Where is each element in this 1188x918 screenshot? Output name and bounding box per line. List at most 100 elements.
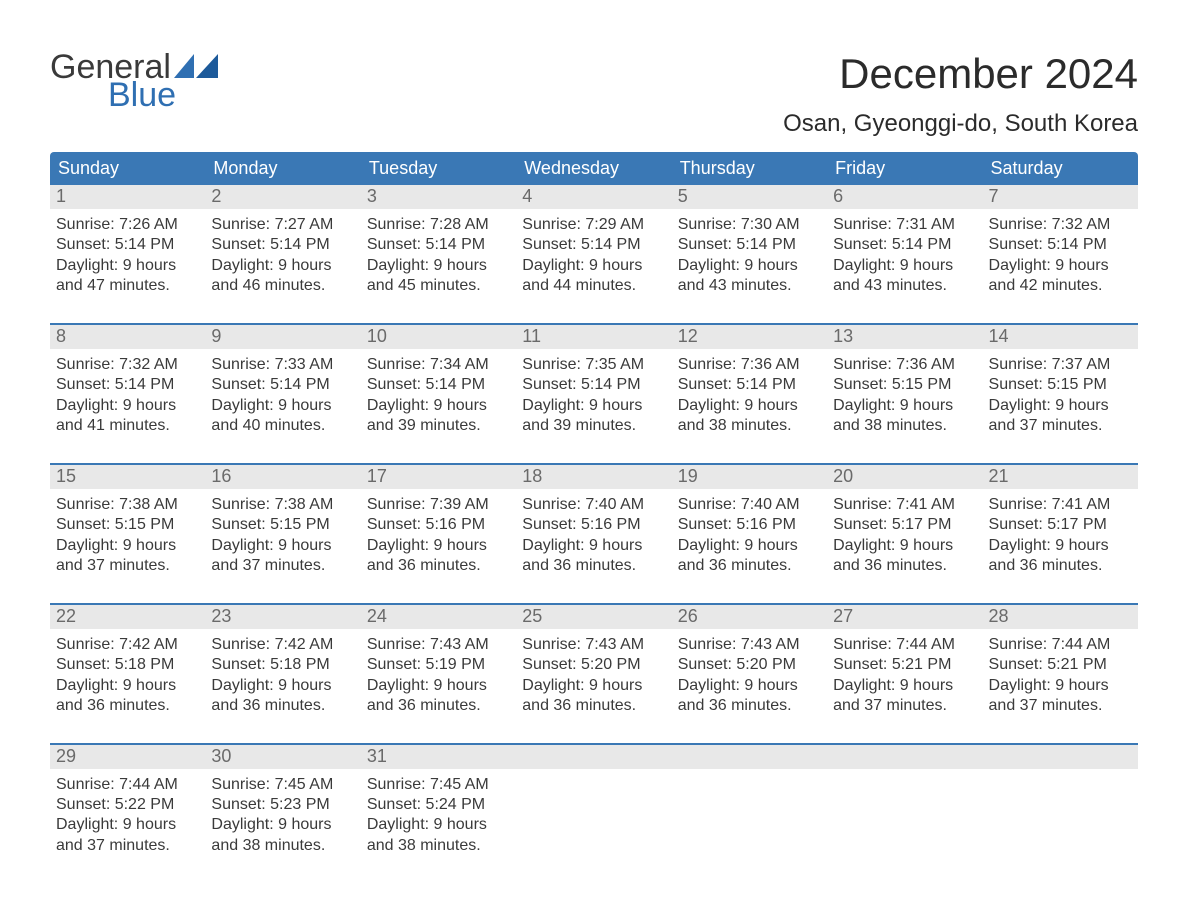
sunset-text: Sunset: 5:24 PM	[367, 795, 510, 815]
sunset-text: Sunset: 5:16 PM	[367, 515, 510, 535]
calendar-day: 19Sunrise: 7:40 AMSunset: 5:16 PMDayligh…	[672, 465, 827, 581]
calendar-day: 6Sunrise: 7:31 AMSunset: 5:14 PMDaylight…	[827, 185, 982, 301]
daylight-line2: and 43 minutes.	[833, 276, 976, 296]
sunrise-text: Sunrise: 7:27 AM	[211, 215, 354, 235]
day-number: 13	[833, 326, 853, 346]
calendar-day	[827, 745, 982, 861]
daylight-line1: Daylight: 9 hours	[211, 815, 354, 835]
daynum-row	[827, 745, 982, 769]
daylight-line1: Daylight: 9 hours	[989, 256, 1132, 276]
day-number: 28	[989, 606, 1009, 626]
day-number: 18	[522, 466, 542, 486]
calendar-day	[983, 745, 1138, 861]
calendar-day: 27Sunrise: 7:44 AMSunset: 5:21 PMDayligh…	[827, 605, 982, 721]
day-number: 23	[211, 606, 231, 626]
sunset-text: Sunset: 5:17 PM	[833, 515, 976, 535]
sunset-text: Sunset: 5:14 PM	[833, 235, 976, 255]
sunrise-text: Sunrise: 7:32 AM	[989, 215, 1132, 235]
title-block: December 2024 Osan, Gyeonggi-do, South K…	[783, 50, 1138, 138]
calendar-day: 24Sunrise: 7:43 AMSunset: 5:19 PMDayligh…	[361, 605, 516, 721]
sunrise-text: Sunrise: 7:41 AM	[833, 495, 976, 515]
daylight-line1: Daylight: 9 hours	[522, 536, 665, 556]
page-subtitle: Osan, Gyeonggi-do, South Korea	[783, 110, 1138, 138]
calendar-day: 20Sunrise: 7:41 AMSunset: 5:17 PMDayligh…	[827, 465, 982, 581]
calendar-day: 8Sunrise: 7:32 AMSunset: 5:14 PMDaylight…	[50, 325, 205, 441]
daylight-line1: Daylight: 9 hours	[211, 256, 354, 276]
daynum-row: 9	[205, 325, 360, 349]
daynum-row: 12	[672, 325, 827, 349]
sunrise-text: Sunrise: 7:40 AM	[522, 495, 665, 515]
sunset-text: Sunset: 5:14 PM	[522, 235, 665, 255]
day-body: Sunrise: 7:40 AMSunset: 5:16 PMDaylight:…	[672, 489, 827, 577]
sunrise-text: Sunrise: 7:42 AM	[56, 635, 199, 655]
calendar-day: 30Sunrise: 7:45 AMSunset: 5:23 PMDayligh…	[205, 745, 360, 861]
sunrise-text: Sunrise: 7:44 AM	[56, 775, 199, 795]
daynum-row: 30	[205, 745, 360, 769]
sunset-text: Sunset: 5:18 PM	[56, 655, 199, 675]
sunset-text: Sunset: 5:15 PM	[989, 375, 1132, 395]
calendar-day: 12Sunrise: 7:36 AMSunset: 5:14 PMDayligh…	[672, 325, 827, 441]
calendar-week: 1Sunrise: 7:26 AMSunset: 5:14 PMDaylight…	[50, 185, 1138, 301]
daylight-line1: Daylight: 9 hours	[56, 536, 199, 556]
day-number: 9	[211, 326, 221, 346]
calendar-day: 15Sunrise: 7:38 AMSunset: 5:15 PMDayligh…	[50, 465, 205, 581]
calendar-day: 26Sunrise: 7:43 AMSunset: 5:20 PMDayligh…	[672, 605, 827, 721]
sunset-text: Sunset: 5:14 PM	[211, 375, 354, 395]
daylight-line2: and 46 minutes.	[211, 276, 354, 296]
calendar-week: 22Sunrise: 7:42 AMSunset: 5:18 PMDayligh…	[50, 603, 1138, 721]
day-body: Sunrise: 7:36 AMSunset: 5:15 PMDaylight:…	[827, 349, 982, 437]
sunset-text: Sunset: 5:18 PM	[211, 655, 354, 675]
daynum-row: 7	[983, 185, 1138, 209]
daylight-line2: and 39 minutes.	[367, 416, 510, 436]
day-number: 30	[211, 746, 231, 766]
daylight-line1: Daylight: 9 hours	[367, 256, 510, 276]
calendar-day: 22Sunrise: 7:42 AMSunset: 5:18 PMDayligh…	[50, 605, 205, 721]
sunrise-text: Sunrise: 7:43 AM	[367, 635, 510, 655]
calendar-day: 21Sunrise: 7:41 AMSunset: 5:17 PMDayligh…	[983, 465, 1138, 581]
daylight-line1: Daylight: 9 hours	[56, 815, 199, 835]
daynum-row: 28	[983, 605, 1138, 629]
daylight-line2: and 37 minutes.	[989, 416, 1132, 436]
day-body: Sunrise: 7:44 AMSunset: 5:22 PMDaylight:…	[50, 769, 205, 857]
daylight-line2: and 38 minutes.	[211, 836, 354, 856]
daylight-line1: Daylight: 9 hours	[211, 536, 354, 556]
day-number: 14	[989, 326, 1009, 346]
sunset-text: Sunset: 5:14 PM	[367, 235, 510, 255]
day-number: 8	[56, 326, 66, 346]
day-number: 7	[989, 186, 999, 206]
sunset-text: Sunset: 5:15 PM	[833, 375, 976, 395]
day-number: 24	[367, 606, 387, 626]
sunrise-text: Sunrise: 7:34 AM	[367, 355, 510, 375]
sunset-text: Sunset: 5:14 PM	[678, 375, 821, 395]
calendar-day: 1Sunrise: 7:26 AMSunset: 5:14 PMDaylight…	[50, 185, 205, 301]
daynum-row: 21	[983, 465, 1138, 489]
sunrise-text: Sunrise: 7:32 AM	[56, 355, 199, 375]
daylight-line2: and 38 minutes.	[678, 416, 821, 436]
sunset-text: Sunset: 5:14 PM	[367, 375, 510, 395]
sunrise-text: Sunrise: 7:42 AM	[211, 635, 354, 655]
daylight-line1: Daylight: 9 hours	[833, 256, 976, 276]
day-body: Sunrise: 7:40 AMSunset: 5:16 PMDaylight:…	[516, 489, 671, 577]
calendar-day: 16Sunrise: 7:38 AMSunset: 5:15 PMDayligh…	[205, 465, 360, 581]
sunrise-text: Sunrise: 7:38 AM	[56, 495, 199, 515]
daynum-row: 27	[827, 605, 982, 629]
dow-header: Thursday	[672, 152, 827, 185]
calendar-day: 17Sunrise: 7:39 AMSunset: 5:16 PMDayligh…	[361, 465, 516, 581]
sunrise-text: Sunrise: 7:36 AM	[833, 355, 976, 375]
daynum-row: 29	[50, 745, 205, 769]
day-number: 20	[833, 466, 853, 486]
daynum-row: 6	[827, 185, 982, 209]
daylight-line1: Daylight: 9 hours	[678, 676, 821, 696]
sunrise-text: Sunrise: 7:41 AM	[989, 495, 1132, 515]
sunrise-text: Sunrise: 7:45 AM	[211, 775, 354, 795]
dow-header: Wednesday	[516, 152, 671, 185]
daynum-row: 15	[50, 465, 205, 489]
daynum-row: 22	[50, 605, 205, 629]
day-body: Sunrise: 7:26 AMSunset: 5:14 PMDaylight:…	[50, 209, 205, 297]
logo: General Blue	[50, 50, 218, 112]
calendar-day: 5Sunrise: 7:30 AMSunset: 5:14 PMDaylight…	[672, 185, 827, 301]
day-body: Sunrise: 7:32 AMSunset: 5:14 PMDaylight:…	[983, 209, 1138, 297]
daylight-line2: and 47 minutes.	[56, 276, 199, 296]
day-body: Sunrise: 7:37 AMSunset: 5:15 PMDaylight:…	[983, 349, 1138, 437]
daynum-row: 8	[50, 325, 205, 349]
